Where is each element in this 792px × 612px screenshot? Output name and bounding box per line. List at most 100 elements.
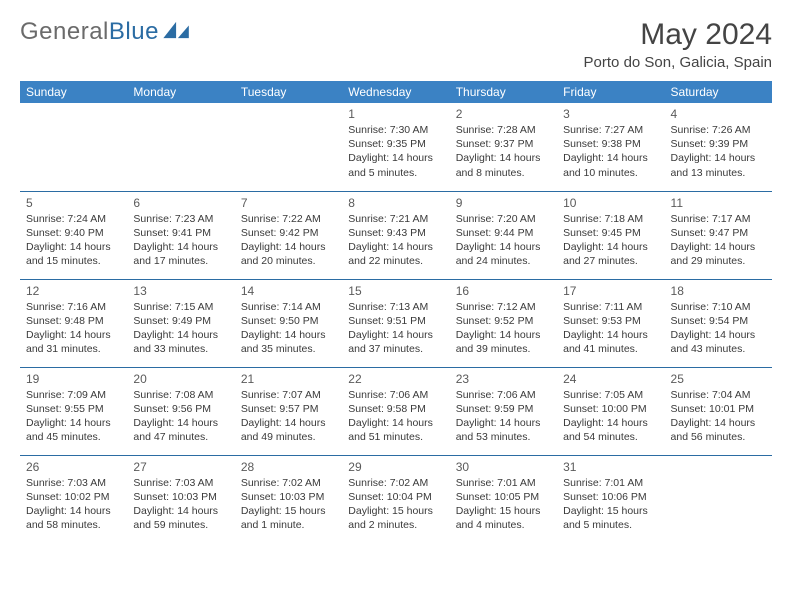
calendar-day-cell: 6Sunrise: 7:23 AMSunset: 9:41 PMDaylight… xyxy=(127,191,234,279)
day-sunset: Sunset: 9:44 PM xyxy=(456,226,551,240)
day-daylight: Daylight: 14 hours and 31 minutes. xyxy=(26,328,121,356)
day-daylight: Daylight: 14 hours and 43 minutes. xyxy=(671,328,766,356)
day-sunset: Sunset: 9:47 PM xyxy=(671,226,766,240)
day-sunrise: Sunrise: 7:13 AM xyxy=(348,300,443,314)
calendar-empty-cell xyxy=(127,103,234,191)
day-sunset: Sunset: 9:55 PM xyxy=(26,402,121,416)
day-number: 13 xyxy=(133,284,228,298)
day-sunset: Sunset: 9:40 PM xyxy=(26,226,121,240)
calendar-empty-cell xyxy=(20,103,127,191)
day-daylight: Daylight: 14 hours and 49 minutes. xyxy=(241,416,336,444)
day-number: 17 xyxy=(563,284,658,298)
month-title: May 2024 xyxy=(584,18,772,52)
day-daylight: Daylight: 14 hours and 56 minutes. xyxy=(671,416,766,444)
day-sunrise: Sunrise: 7:11 AM xyxy=(563,300,658,314)
calendar-day-cell: 9Sunrise: 7:20 AMSunset: 9:44 PMDaylight… xyxy=(450,191,557,279)
calendar-day-cell: 5Sunrise: 7:24 AMSunset: 9:40 PMDaylight… xyxy=(20,191,127,279)
day-sunset: Sunset: 10:03 PM xyxy=(133,490,228,504)
logo-sail-icon xyxy=(163,20,191,40)
day-sunrise: Sunrise: 7:02 AM xyxy=(348,476,443,490)
day-sunrise: Sunrise: 7:06 AM xyxy=(348,388,443,402)
day-daylight: Daylight: 15 hours and 4 minutes. xyxy=(456,504,551,532)
logo-text-grey: General xyxy=(20,18,109,46)
calendar-week-row: 12Sunrise: 7:16 AMSunset: 9:48 PMDayligh… xyxy=(20,279,772,367)
day-daylight: Daylight: 15 hours and 2 minutes. xyxy=(348,504,443,532)
weekday-header: Monday xyxy=(127,81,234,103)
day-number: 14 xyxy=(241,284,336,298)
day-number: 1 xyxy=(348,107,443,121)
calendar-day-cell: 3Sunrise: 7:27 AMSunset: 9:38 PMDaylight… xyxy=(557,103,664,191)
day-number: 31 xyxy=(563,460,658,474)
day-sunset: Sunset: 9:56 PM xyxy=(133,402,228,416)
day-sunrise: Sunrise: 7:14 AM xyxy=(241,300,336,314)
weekday-header: Tuesday xyxy=(235,81,342,103)
header: GeneralBlue May 2024 Porto do Son, Galic… xyxy=(20,18,772,71)
day-daylight: Daylight: 14 hours and 47 minutes. xyxy=(133,416,228,444)
calendar-day-cell: 20Sunrise: 7:08 AMSunset: 9:56 PMDayligh… xyxy=(127,367,234,455)
day-daylight: Daylight: 14 hours and 24 minutes. xyxy=(456,240,551,268)
day-sunset: Sunset: 9:35 PM xyxy=(348,137,443,151)
day-daylight: Daylight: 14 hours and 37 minutes. xyxy=(348,328,443,356)
calendar-day-cell: 1Sunrise: 7:30 AMSunset: 9:35 PMDaylight… xyxy=(342,103,449,191)
day-sunset: Sunset: 9:49 PM xyxy=(133,314,228,328)
weekday-header: Wednesday xyxy=(342,81,449,103)
weekday-header: Saturday xyxy=(665,81,772,103)
day-sunrise: Sunrise: 7:07 AM xyxy=(241,388,336,402)
day-sunrise: Sunrise: 7:20 AM xyxy=(456,212,551,226)
day-sunrise: Sunrise: 7:21 AM xyxy=(348,212,443,226)
day-sunset: Sunset: 9:51 PM xyxy=(348,314,443,328)
weekday-header: Thursday xyxy=(450,81,557,103)
day-number: 22 xyxy=(348,372,443,386)
day-sunset: Sunset: 10:03 PM xyxy=(241,490,336,504)
day-daylight: Daylight: 14 hours and 15 minutes. xyxy=(26,240,121,268)
day-sunrise: Sunrise: 7:02 AM xyxy=(241,476,336,490)
day-daylight: Daylight: 14 hours and 27 minutes. xyxy=(563,240,658,268)
day-sunset: Sunset: 9:41 PM xyxy=(133,226,228,240)
day-daylight: Daylight: 14 hours and 53 minutes. xyxy=(456,416,551,444)
day-sunset: Sunset: 9:42 PM xyxy=(241,226,336,240)
calendar-body: 1Sunrise: 7:30 AMSunset: 9:35 PMDaylight… xyxy=(20,103,772,543)
day-sunset: Sunset: 9:39 PM xyxy=(671,137,766,151)
day-daylight: Daylight: 14 hours and 39 minutes. xyxy=(456,328,551,356)
day-number: 3 xyxy=(563,107,658,121)
day-daylight: Daylight: 14 hours and 59 minutes. xyxy=(133,504,228,532)
location: Porto do Son, Galicia, Spain xyxy=(584,54,772,71)
weekday-header: Sunday xyxy=(20,81,127,103)
day-sunset: Sunset: 9:38 PM xyxy=(563,137,658,151)
day-daylight: Daylight: 14 hours and 33 minutes. xyxy=(133,328,228,356)
calendar-day-cell: 10Sunrise: 7:18 AMSunset: 9:45 PMDayligh… xyxy=(557,191,664,279)
calendar-day-cell: 16Sunrise: 7:12 AMSunset: 9:52 PMDayligh… xyxy=(450,279,557,367)
calendar-week-row: 1Sunrise: 7:30 AMSunset: 9:35 PMDaylight… xyxy=(20,103,772,191)
day-number: 21 xyxy=(241,372,336,386)
day-number: 30 xyxy=(456,460,551,474)
day-daylight: Daylight: 14 hours and 54 minutes. xyxy=(563,416,658,444)
logo-text-blue: Blue xyxy=(109,18,159,46)
day-sunset: Sunset: 10:05 PM xyxy=(456,490,551,504)
day-sunset: Sunset: 9:48 PM xyxy=(26,314,121,328)
day-sunset: Sunset: 10:00 PM xyxy=(563,402,658,416)
day-sunset: Sunset: 9:45 PM xyxy=(563,226,658,240)
day-sunrise: Sunrise: 7:24 AM xyxy=(26,212,121,226)
day-sunset: Sunset: 10:01 PM xyxy=(671,402,766,416)
day-sunrise: Sunrise: 7:01 AM xyxy=(563,476,658,490)
day-sunset: Sunset: 10:02 PM xyxy=(26,490,121,504)
day-sunset: Sunset: 9:37 PM xyxy=(456,137,551,151)
day-daylight: Daylight: 14 hours and 8 minutes. xyxy=(456,151,551,179)
day-sunset: Sunset: 9:50 PM xyxy=(241,314,336,328)
day-daylight: Daylight: 14 hours and 45 minutes. xyxy=(26,416,121,444)
day-daylight: Daylight: 14 hours and 41 minutes. xyxy=(563,328,658,356)
day-daylight: Daylight: 14 hours and 29 minutes. xyxy=(671,240,766,268)
day-sunrise: Sunrise: 7:09 AM xyxy=(26,388,121,402)
day-number: 12 xyxy=(26,284,121,298)
day-sunrise: Sunrise: 7:12 AM xyxy=(456,300,551,314)
calendar-day-cell: 30Sunrise: 7:01 AMSunset: 10:05 PMDaylig… xyxy=(450,455,557,543)
weekday-header: Friday xyxy=(557,81,664,103)
calendar-day-cell: 14Sunrise: 7:14 AMSunset: 9:50 PMDayligh… xyxy=(235,279,342,367)
day-number: 25 xyxy=(671,372,766,386)
day-sunrise: Sunrise: 7:03 AM xyxy=(133,476,228,490)
day-sunrise: Sunrise: 7:22 AM xyxy=(241,212,336,226)
day-number: 11 xyxy=(671,196,766,210)
calendar-week-row: 5Sunrise: 7:24 AMSunset: 9:40 PMDaylight… xyxy=(20,191,772,279)
calendar-day-cell: 22Sunrise: 7:06 AMSunset: 9:58 PMDayligh… xyxy=(342,367,449,455)
day-number: 6 xyxy=(133,196,228,210)
